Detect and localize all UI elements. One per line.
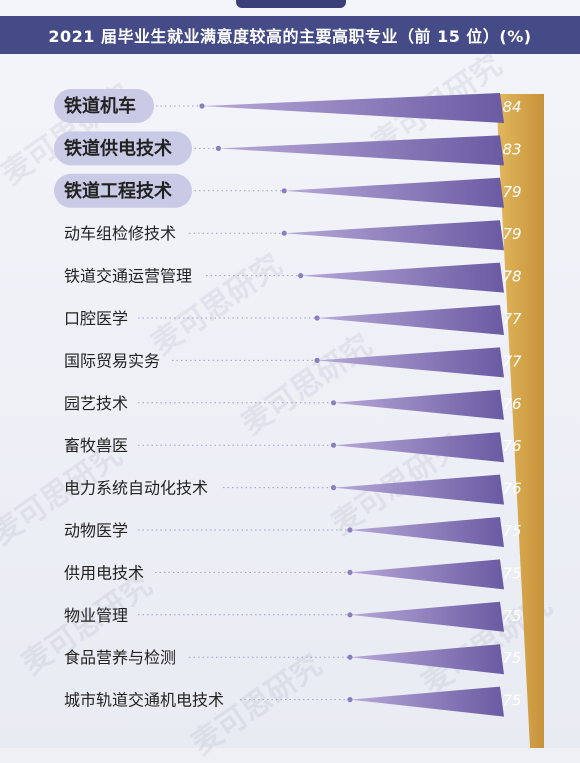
bar bbox=[350, 644, 504, 675]
category-label: 供用电技术 bbox=[64, 563, 144, 582]
title-bar bbox=[0, 16, 580, 54]
value-label: 75 bbox=[502, 564, 521, 582]
category-label: 铁道机车 bbox=[64, 95, 136, 117]
bar bbox=[333, 432, 504, 463]
category-label: 物业管理 bbox=[64, 606, 128, 625]
category-label: 电力系统自动化技术 bbox=[64, 479, 208, 498]
bar-start-dot bbox=[347, 654, 353, 660]
value-label: 76 bbox=[502, 395, 521, 413]
category-label: 铁道供电技术 bbox=[64, 137, 172, 159]
value-label: 77 bbox=[502, 352, 522, 370]
category-label: 城市轨道交通机电技术 bbox=[64, 691, 224, 710]
bar bbox=[317, 305, 504, 335]
category-label: 园艺技术 bbox=[64, 394, 128, 413]
bar bbox=[218, 135, 504, 166]
bar bbox=[317, 347, 504, 378]
value-label: 76 bbox=[502, 437, 521, 455]
value-label: 79 bbox=[502, 225, 521, 243]
bar-start-dot bbox=[215, 145, 222, 151]
bar-start-dot bbox=[347, 612, 353, 618]
bar bbox=[333, 389, 504, 420]
category-label: 国际贸易实务 bbox=[64, 351, 160, 370]
value-label: 79 bbox=[502, 183, 521, 201]
bar bbox=[202, 93, 504, 123]
chart-title: 2021 届毕业生就业满意度较高的主要高职专业（前 15 位）(%) bbox=[48, 27, 532, 46]
top-accent-tab bbox=[236, 0, 346, 8]
value-label: 75 bbox=[502, 649, 521, 667]
value-label: 77 bbox=[502, 310, 522, 328]
bar bbox=[333, 474, 504, 505]
highlight-pill bbox=[54, 131, 192, 166]
value-label: 76 bbox=[502, 480, 521, 498]
category-label: 动车组检修技术 bbox=[64, 224, 176, 243]
value-ribbon bbox=[496, 94, 544, 748]
bar bbox=[350, 686, 504, 717]
bar bbox=[350, 517, 504, 547]
category-label: 畜牧兽医 bbox=[64, 436, 128, 455]
category-label: 口腔医学 bbox=[64, 309, 128, 328]
bar bbox=[284, 177, 504, 208]
highlight-pill bbox=[54, 173, 192, 208]
bar bbox=[300, 262, 504, 293]
value-label: 75 bbox=[502, 692, 521, 710]
bar-start-dot bbox=[281, 230, 287, 236]
value-label: 84 bbox=[502, 98, 521, 116]
bar-start-dot bbox=[281, 188, 287, 194]
value-label: 78 bbox=[502, 268, 521, 286]
bar bbox=[350, 559, 504, 590]
bar bbox=[350, 601, 504, 632]
bar bbox=[284, 220, 504, 251]
category-label: 铁道交通运营管理 bbox=[64, 267, 192, 286]
value-label: 83 bbox=[502, 140, 521, 158]
value-label: 75 bbox=[502, 607, 521, 625]
highlight-pill bbox=[54, 89, 154, 123]
category-label: 铁道工程技术 bbox=[64, 180, 172, 202]
value-label: 75 bbox=[502, 522, 521, 540]
category-label: 动物医学 bbox=[64, 521, 128, 540]
category-label: 食品营养与检测 bbox=[64, 648, 176, 667]
